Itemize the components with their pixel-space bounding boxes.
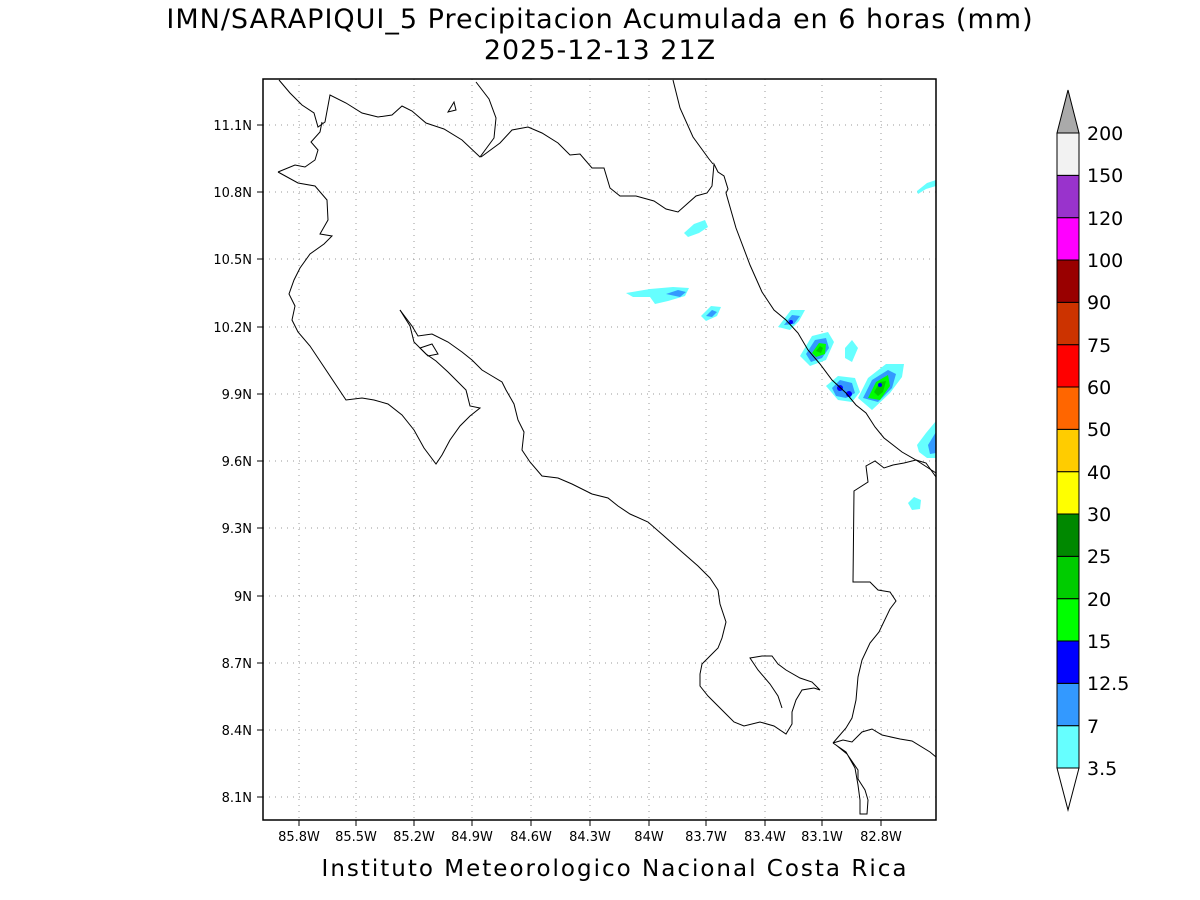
colorbar-label: 75 <box>1087 335 1111 357</box>
lat-tick-label: 11.1N <box>213 119 252 134</box>
lat-tick-label: 8.1N <box>222 791 252 806</box>
colorbar-cell <box>1056 555 1080 600</box>
lat-tick-label: 9.6N <box>222 455 252 470</box>
map-subtitle: 2025-12-13 21Z <box>483 35 717 66</box>
colorbar-label: 90 <box>1087 292 1111 314</box>
colorbar-over-arrow <box>1056 89 1080 134</box>
lat-tick-label: 8.7N <box>222 657 252 672</box>
footer-credit: Instituto Meteorologico Nacional Costa R… <box>321 856 909 882</box>
lat-tick-label: 8.4N <box>222 724 252 739</box>
lon-tick-label: 85.8W <box>278 830 320 845</box>
lat-tick-label: 9.9N <box>222 388 252 403</box>
colorbar-label: 50 <box>1087 419 1111 441</box>
colorbar-cell <box>1056 598 1080 642</box>
lat-tick-label: 10.5N <box>213 253 252 268</box>
colorbar-label: 12.5 <box>1087 673 1129 695</box>
colorbar-label: 60 <box>1087 377 1111 399</box>
lon-tick-label: 82.8W <box>860 830 902 845</box>
colorbar-cell <box>1056 344 1080 388</box>
grid-lines <box>263 79 936 820</box>
precip-contours <box>626 180 936 510</box>
lon-tick-label: 85.5W <box>335 830 377 845</box>
colorbar-label: 150 <box>1087 165 1123 187</box>
axis-ticks <box>257 124 882 826</box>
colorbar-cell <box>1056 132 1080 176</box>
lon-tick-label: 84W <box>634 830 664 845</box>
lon-tick-labels: 85.8W 85.5W 85.2W 84.9W 84.6W 84.3W 84W … <box>278 830 902 845</box>
colorbar-label: 100 <box>1087 250 1123 272</box>
colorbar-label: 25 <box>1087 546 1111 568</box>
lon-tick-label: 83.4W <box>744 830 786 845</box>
lat-tick-label: 10.2N <box>213 321 252 336</box>
map-frame <box>262 78 937 821</box>
lat-tick-label: 9N <box>234 590 252 605</box>
lon-tick-label: 85.2W <box>393 830 435 845</box>
colorbar-cell <box>1056 217 1080 261</box>
colorbar-cell <box>1056 259 1080 303</box>
lon-tick-label: 83.1W <box>801 830 843 845</box>
lat-tick-label: 10.8N <box>213 186 252 201</box>
colorbar-cell <box>1056 513 1080 557</box>
colorbar-label: 40 <box>1087 462 1111 484</box>
colorbar: 3.5 7 12.5 15 20 25 30 40 50 60 75 90 10… <box>1056 89 1129 812</box>
colorbar-label: 200 <box>1087 123 1123 145</box>
colorbar-label: 120 <box>1087 208 1123 230</box>
colorbar-cell <box>1056 682 1080 727</box>
colorbar-label: 20 <box>1087 589 1111 611</box>
colorbar-under-arrow <box>1056 767 1080 812</box>
colorbar-cell <box>1056 301 1080 346</box>
lon-tick-label: 84.9W <box>451 830 493 845</box>
lon-tick-label: 84.6W <box>510 830 552 845</box>
colorbar-label: 3.5 <box>1087 758 1117 780</box>
colorbar-cell <box>1056 174 1080 219</box>
colorbar-cell <box>1056 640 1080 684</box>
lon-tick-label: 84.3W <box>569 830 611 845</box>
colorbar-label: 15 <box>1087 631 1111 653</box>
lon-tick-label: 83.7W <box>685 830 727 845</box>
lat-tick-label: 9.3N <box>222 522 252 537</box>
colorbar-cell <box>1056 471 1080 515</box>
colorbar-cell <box>1056 428 1080 473</box>
colorbar-cell <box>1056 725 1080 769</box>
colorbar-label: 7 <box>1087 716 1099 738</box>
colorbar-cell <box>1056 386 1080 430</box>
coastlines <box>277 79 937 815</box>
lat-tick-labels: 11.1N 10.8N 10.5N 10.2N 9.9N 9.6N 9.3N 9… <box>213 119 252 806</box>
colorbar-label: 30 <box>1087 504 1111 526</box>
map-title: IMN/SARAPIQUI_5 Precipitacion Acumulada … <box>166 4 1034 35</box>
